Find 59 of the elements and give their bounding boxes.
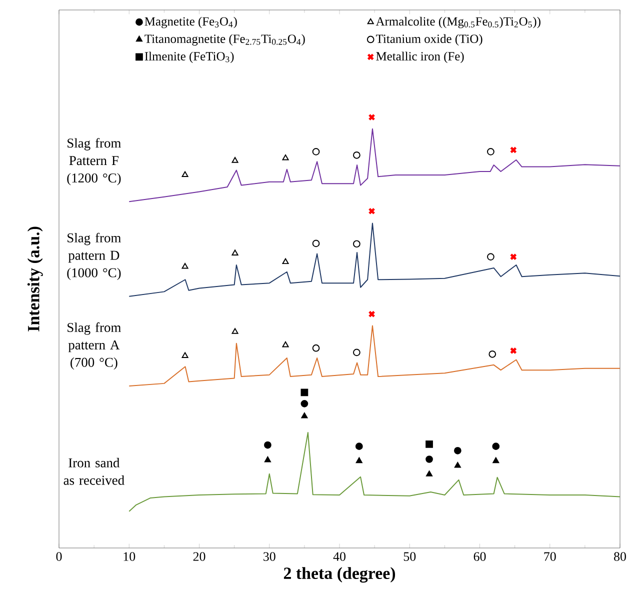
point: [312, 344, 320, 352]
point: [368, 310, 376, 318]
series-label: Slag from pattern A (700 °C): [68, 322, 121, 370]
point: [510, 146, 517, 154]
point: [300, 400, 308, 408]
legend-label: Magnetite (Fe$_{3}$O$_{4}$): [144, 16, 237, 28]
point: [182, 263, 188, 269]
point: [312, 240, 320, 248]
point: [352, 240, 360, 248]
point: [301, 412, 308, 418]
point: [182, 171, 188, 178]
x-tick-label: 40: [333, 552, 346, 561]
point: [492, 457, 500, 464]
point: [232, 250, 238, 256]
point: [352, 348, 360, 356]
x-tick-label: 10: [124, 552, 136, 561]
point: [300, 388, 308, 396]
x-tick-label: 30: [264, 552, 276, 561]
point: [454, 462, 461, 468]
series-label: Slag from pattern D (1000 °C): [67, 232, 121, 280]
point: [182, 352, 188, 358]
point: [368, 114, 376, 121]
series-label: Slag from Pattern F (1200 °C): [67, 138, 121, 186]
point: [312, 148, 320, 156]
point: [426, 456, 433, 463]
point: [426, 470, 433, 476]
point: [356, 457, 362, 464]
point: [232, 157, 238, 163]
x-tick-label: 80: [614, 552, 626, 561]
y-axis-title: Intensity (a.u.): [27, 226, 43, 332]
text: Armalcolite ((Mg$_{0.5}$Fe$_{0.5}$)Ti$_{2}$O$_{5}$)): [376, 16, 540, 28]
point: [454, 446, 462, 454]
point: [282, 258, 289, 264]
x-tick-label: 60: [474, 552, 486, 561]
point: [426, 440, 433, 448]
legend-label: Ilmenite (FeTiO$_{3}$): [144, 52, 234, 63]
point: [352, 151, 360, 159]
legend-label: Titanium oxide (TiO): [376, 34, 482, 46]
x-tick-label: 50: [404, 552, 416, 561]
point: [510, 347, 517, 354]
x-tick-label: 20: [193, 552, 206, 561]
series-label: Iron sand as received: [64, 458, 124, 485]
point: [355, 442, 363, 450]
x-tick-label: 70: [544, 552, 556, 561]
point: [264, 441, 272, 449]
point: [282, 341, 289, 348]
point: [368, 208, 376, 215]
legend-label: Titanomagnetite (Fe$_{2.75}$Ti$_{0.25}$O$_{4}$): [144, 34, 305, 46]
x-tick-label: 0: [56, 552, 62, 561]
point: [488, 350, 496, 358]
point: [487, 148, 494, 156]
point: [492, 442, 500, 450]
point: [264, 456, 271, 462]
point: [232, 328, 238, 334]
point: [510, 253, 517, 260]
point: [282, 154, 289, 160]
legend-label: Metallic iron (Fe): [376, 52, 464, 63]
point: [487, 253, 494, 260]
x-axis-title: 2 theta (degree): [284, 567, 396, 583]
